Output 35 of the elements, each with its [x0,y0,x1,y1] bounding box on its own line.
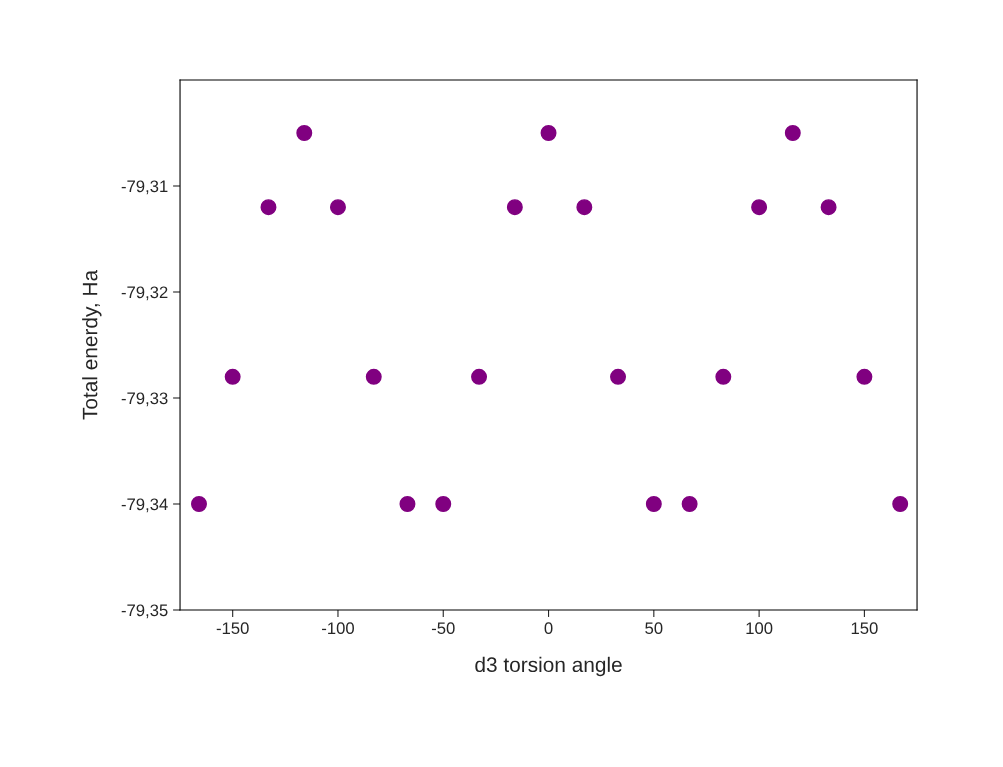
point [681,496,698,512]
y-tick-label: -79,33 [121,392,168,407]
point [296,125,313,141]
x-tick-label: -50 [431,622,455,635]
point [610,368,627,385]
point [471,368,488,385]
point [856,368,873,385]
point [399,496,416,512]
y-axis-title: Total enerdy, Ha [82,269,102,420]
point [645,496,662,512]
point [820,199,837,216]
point [506,199,523,216]
y-tick-label: -79,35 [121,604,168,619]
y-tick-label: -79,32 [121,286,168,301]
x-tick-label: -100 [322,622,354,635]
x-tick-label: -150 [216,622,249,635]
point [191,496,207,512]
point [715,368,732,385]
y-tick-label: -79,34 [121,498,168,513]
x-tick-label: 0 [544,622,553,635]
point [365,368,382,385]
x-tick-label: 150 [851,622,878,635]
point [329,199,346,216]
point [540,125,557,141]
y-tick-label: -79,31 [121,180,168,195]
x-tick-label: 100 [746,622,773,635]
x-tick-label: 50 [645,622,663,635]
point [576,199,593,216]
point [435,496,452,512]
point [892,496,909,512]
point [260,199,277,216]
point [751,199,768,216]
x-axis-title: d3 torsion angle [475,656,622,677]
point [224,368,241,385]
point [784,125,801,141]
